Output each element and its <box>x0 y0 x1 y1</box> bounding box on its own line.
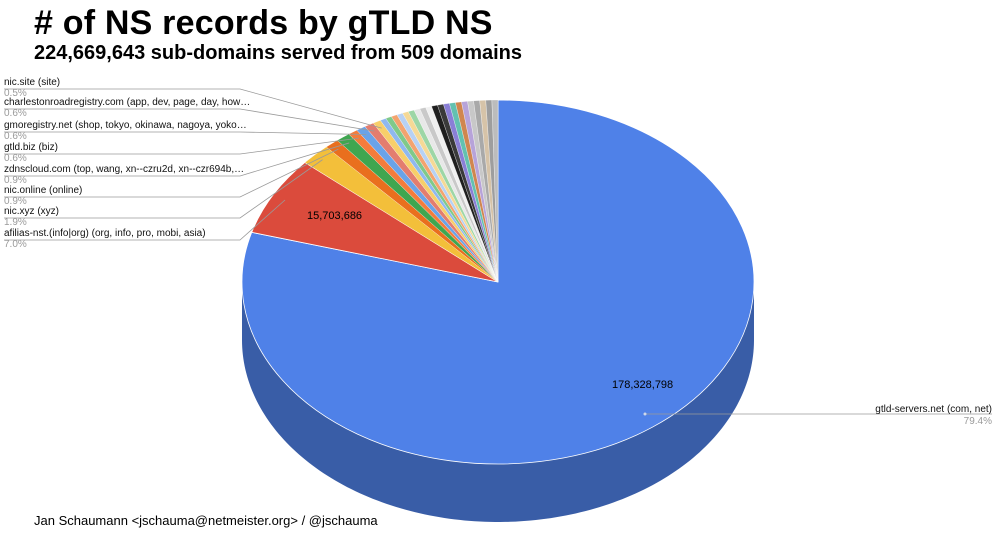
leader-line-1 <box>4 199 286 241</box>
chart-subtitle: 224,669,643 sub-domains served from 509 … <box>34 42 522 64</box>
slice-name-label: gtld.biz (biz) <box>4 142 58 153</box>
leader-lines <box>4 88 992 416</box>
leader-line-5 <box>4 137 359 155</box>
slice-percent-label: 1.9% <box>4 217 27 228</box>
pie-slice-1 <box>251 162 499 283</box>
leader-line-3 <box>4 148 339 198</box>
slice-name-label: charlestonroadregistry.com (app, dev, pa… <box>4 97 250 108</box>
slice-percent-label: 0.6% <box>4 131 27 142</box>
slice-name-label: zdnscloud.com (top, wang, xn--czru2d, xn… <box>4 164 244 175</box>
leader-line-7 <box>4 108 375 132</box>
pie-side-0 <box>242 282 754 522</box>
slice-name-label: nic.online (online) <box>4 185 82 196</box>
slice-name-label: gmoregistry.net (shop, tokyo, okinawa, n… <box>4 120 247 131</box>
slice-labels: 178,328,798 15,703,686 nic.site (site)0.5%… <box>4 77 992 427</box>
chart-title: # of NS records by gTLD NS <box>34 4 493 42</box>
slice-percent-label: 79.4% <box>964 416 992 427</box>
pie-top-layer <box>241 99 755 465</box>
slice-name-label: afilias-nst.(info|org) (org, info, pro, … <box>4 228 206 239</box>
slice-name-label: nic.site (site) <box>4 77 60 88</box>
leader-line-4 <box>4 142 350 177</box>
slice-percent-label: 7.0% <box>4 239 27 250</box>
leader-line-2 <box>4 159 323 219</box>
leader-dot <box>643 412 647 416</box>
slice-name-label: gtld-servers.net (com, net) <box>875 404 992 415</box>
pie-depth-layer <box>242 282 754 522</box>
slice-value-label: 178,328,798 <box>612 379 673 391</box>
slice-percent-label: 0.6% <box>4 153 27 164</box>
slice-percent-label: 0.9% <box>4 175 27 186</box>
slice-percent-label: 0.5% <box>4 88 27 99</box>
pie-slice-other-28 <box>491 99 499 283</box>
slice-percent-label: 0.9% <box>4 196 27 207</box>
footer-credit: Jan Schaumann <jschauma@netmeister.org> … <box>34 513 378 528</box>
slice-percent-label: 0.6% <box>4 108 27 119</box>
leader-line-6 <box>4 131 367 135</box>
slice-name-label: nic.xyz (xyz) <box>4 206 59 217</box>
leader-line-8 <box>4 88 382 129</box>
slice-value-label: 15,703,686 <box>307 210 362 222</box>
